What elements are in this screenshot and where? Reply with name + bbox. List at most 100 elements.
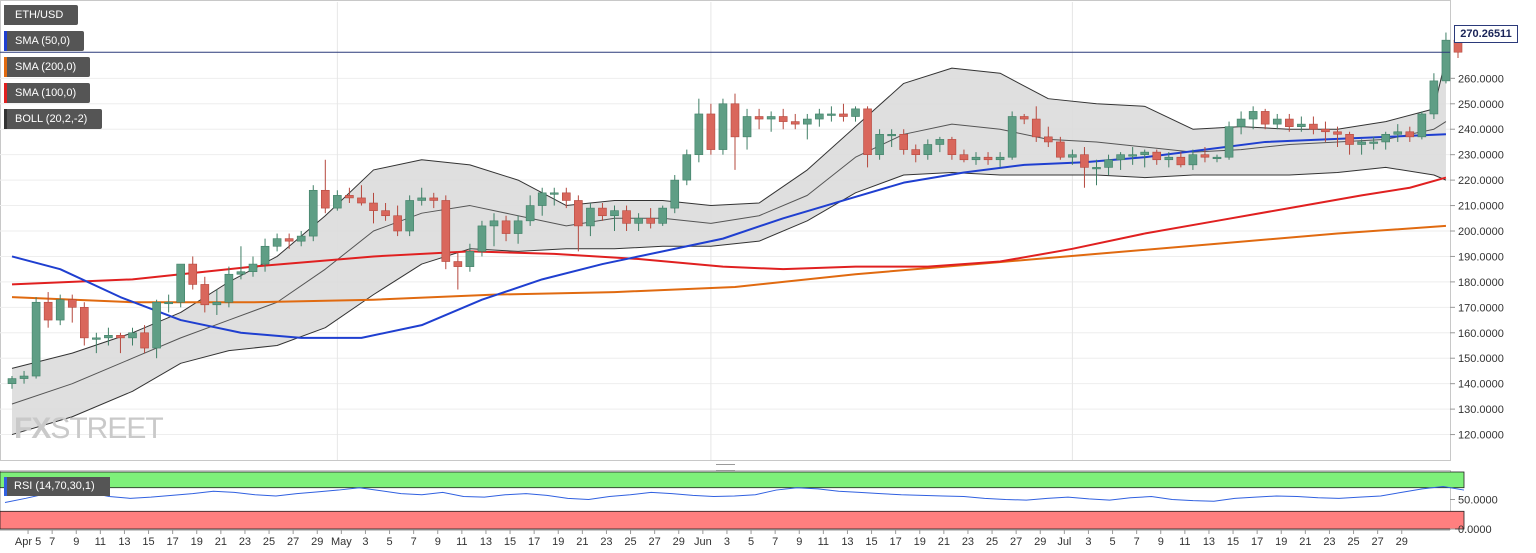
rsi-pane: 50.0000 0.0000	[0, 470, 1498, 536]
candle	[1007, 111, 1017, 160]
candle	[224, 266, 234, 308]
legend-sma200[interactable]: SMA (200,0)	[4, 57, 90, 77]
candle	[405, 195, 414, 237]
candle-body	[1164, 156, 1174, 161]
candle	[320, 159, 330, 214]
legend-rsi[interactable]: RSI (14,70,30,1)	[4, 477, 110, 496]
legend-ethusd[interactable]: ETH/USD	[4, 5, 78, 25]
candle	[875, 129, 884, 160]
candle-body	[983, 156, 993, 161]
candle-body	[152, 301, 161, 349]
candle-body	[706, 113, 716, 150]
candle	[1345, 131, 1354, 155]
candle	[815, 108, 824, 127]
candle-body	[417, 197, 427, 201]
candle-body	[164, 301, 173, 305]
candle	[417, 187, 427, 206]
candle-body	[875, 134, 884, 155]
candle-body	[995, 156, 1005, 161]
candle	[308, 185, 318, 242]
x-tick-label: 5	[386, 536, 392, 548]
candle	[983, 152, 993, 165]
candle	[1152, 149, 1162, 165]
x-tick-label: 23	[962, 536, 974, 548]
candle-body	[80, 307, 89, 339]
candle	[116, 332, 125, 354]
x-tick-label: 29	[673, 536, 685, 548]
candle	[1140, 149, 1149, 168]
candle-body	[31, 301, 41, 377]
legend-sma100[interactable]: SMA (100,0)	[4, 83, 90, 103]
candle	[381, 203, 390, 221]
x-tick-label: 21	[938, 536, 950, 548]
x-tick-label: 27	[649, 536, 661, 548]
x-tick-label: 5	[1109, 536, 1115, 548]
rsi-tick-label: 50.0000	[1458, 495, 1498, 507]
candle	[1212, 154, 1222, 163]
candle-body	[622, 210, 631, 224]
candle-body	[284, 238, 294, 242]
candle-body	[525, 205, 535, 222]
candle-body	[790, 121, 800, 125]
x-tick-label: 17	[528, 536, 540, 548]
candle-body	[1272, 118, 1282, 125]
candle-body	[537, 192, 547, 206]
candle	[236, 246, 246, 280]
candle-body	[1200, 154, 1210, 158]
legend-label: BOLL (20,2,-2)	[15, 113, 88, 125]
x-tick-label: 13	[480, 536, 492, 548]
x-tick-label: 23	[239, 536, 251, 548]
candle	[55, 294, 65, 326]
candle-body	[1116, 154, 1125, 161]
y-tick-label: 150.0000	[1458, 353, 1504, 365]
candle-body	[1285, 118, 1294, 127]
x-tick-label: 3	[362, 536, 368, 548]
candle	[284, 233, 294, 249]
candle	[537, 187, 547, 216]
candle	[1248, 106, 1258, 130]
candle-body	[1441, 39, 1451, 82]
rsi-overbought-zone	[0, 471, 1465, 489]
y-tick-label: 120.0000	[1458, 430, 1504, 442]
candle-body	[248, 263, 258, 273]
candle-body	[1345, 134, 1354, 145]
candle-body	[887, 134, 896, 137]
candle	[778, 108, 788, 130]
candle-body	[272, 238, 282, 247]
candle	[1068, 149, 1077, 165]
x-tick-label: 11	[95, 536, 106, 548]
x-tick-label: 9	[1158, 536, 1164, 548]
candle-body	[104, 335, 113, 339]
candle-body	[754, 116, 764, 120]
candle-body	[224, 273, 234, 303]
candle	[1381, 131, 1390, 150]
pane-splitter-handle[interactable]	[716, 464, 735, 471]
x-tick-label: 29	[1034, 536, 1046, 548]
candle	[561, 187, 571, 209]
x-tick-label: 13	[1203, 536, 1215, 548]
x-tick-label: 15	[504, 536, 516, 548]
legend-sma50[interactable]: SMA (50,0)	[4, 31, 84, 51]
candle	[549, 187, 559, 206]
candle	[1357, 139, 1366, 155]
candle-body	[1321, 128, 1330, 133]
y-tick-label: 240.0000	[1458, 124, 1504, 136]
candle	[1224, 121, 1234, 160]
candle-body	[574, 200, 583, 227]
candle-body	[935, 139, 945, 145]
candle-body	[43, 301, 53, 321]
candle-body	[441, 200, 451, 262]
legend-swatch	[4, 31, 7, 51]
candle-body	[1031, 118, 1041, 138]
x-tick-label: 11	[818, 536, 829, 548]
candle-body	[766, 116, 776, 120]
candle	[393, 205, 402, 237]
candle	[489, 213, 499, 247]
current-price-label: 270.26511	[1454, 25, 1518, 43]
candle-body	[1236, 118, 1246, 127]
candle-body	[1044, 136, 1053, 143]
candle-body	[1417, 113, 1427, 138]
candle-body	[212, 301, 222, 306]
legend-boll[interactable]: BOLL (20,2,-2)	[4, 109, 102, 129]
